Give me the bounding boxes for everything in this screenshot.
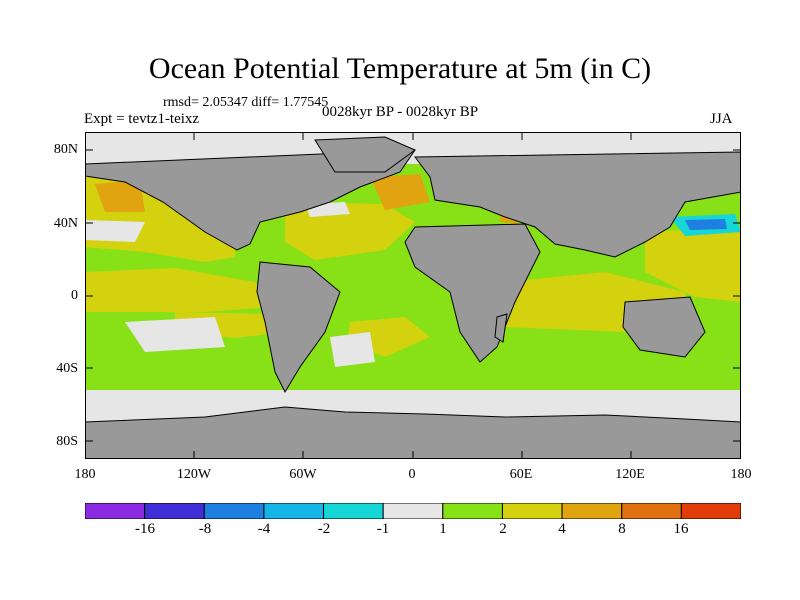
equatorial-pacific-band [85,268,275,312]
colorbar [85,503,741,519]
colorbar-swatch [144,503,205,519]
colorbar-label: -2 [317,521,331,537]
north-atlantic-orange-patch [370,174,430,210]
y-tick-label: 40S [56,361,78,376]
x-tick-label: 60E [509,467,533,482]
colorbar-label: -4 [257,521,271,537]
x-tick-label: 120W [176,467,212,482]
south-atlantic-white-patch [330,332,375,367]
colorbar-label: 1 [439,521,447,537]
colorbar-swatch [501,503,563,519]
landmass-north-america [85,149,416,251]
colorbar-label: -1 [376,521,390,537]
landmass-africa [404,223,541,363]
x-tick-label: 120E [615,467,645,482]
colorbar-swatch [323,503,384,519]
colorbar-swatch [621,503,682,519]
south-pacific-white-patch [125,317,225,352]
world-map [85,132,741,459]
colorbar-swatch [382,503,444,519]
landmass-australia [622,296,706,358]
landmass-madagascar [494,313,508,343]
x-tick-label: 60W [289,467,317,482]
x-tick-label: 180 [74,467,96,482]
west-pacific-band [645,227,741,302]
north-atlantic-warm-band [285,202,415,260]
colorbar-label: 4 [558,521,566,537]
colorbar-label: -16 [135,521,155,537]
colorbar-label: 2 [499,521,507,537]
y-tick-label: 80N [53,142,78,157]
landmass-europe-asia [414,151,741,258]
landmass-south-america [256,261,341,394]
colorbar-swatch [85,503,146,519]
y-tick-label: 80S [56,434,78,449]
period-label: 0028kyr BP - 0028kyr BP [322,104,479,120]
experiment-label: Expt = tevtz1-teixz [84,111,200,127]
colorbar-label: 8 [618,521,626,537]
landmass-antarctica [85,406,741,459]
x-tick-label: 0 [408,467,416,482]
season-label: JJA [710,111,733,127]
colorbar-swatch [561,503,623,519]
colorbar-swatch [263,503,325,519]
y-tick-label: 0 [71,288,78,303]
landmass-greenland [314,136,416,173]
colorbar-label: -8 [198,521,212,537]
colorbar-swatch [203,503,265,519]
colorbar-swatch [680,503,741,519]
y-tick-label: 40N [53,216,78,231]
north-pacific-orange-patch [95,180,145,212]
colorbar-swatch [442,503,503,519]
map-title: Ocean Potential Temperature at 5m (in C) [148,52,652,85]
north-pacific-white-patch [85,220,145,242]
x-tick-label: 180 [730,467,752,482]
colorbar-label: 16 [673,521,689,537]
kuroshio-blue-core [685,219,727,230]
stats-text: rmsd= 2.05347 diff= 1.77545 [163,95,329,110]
